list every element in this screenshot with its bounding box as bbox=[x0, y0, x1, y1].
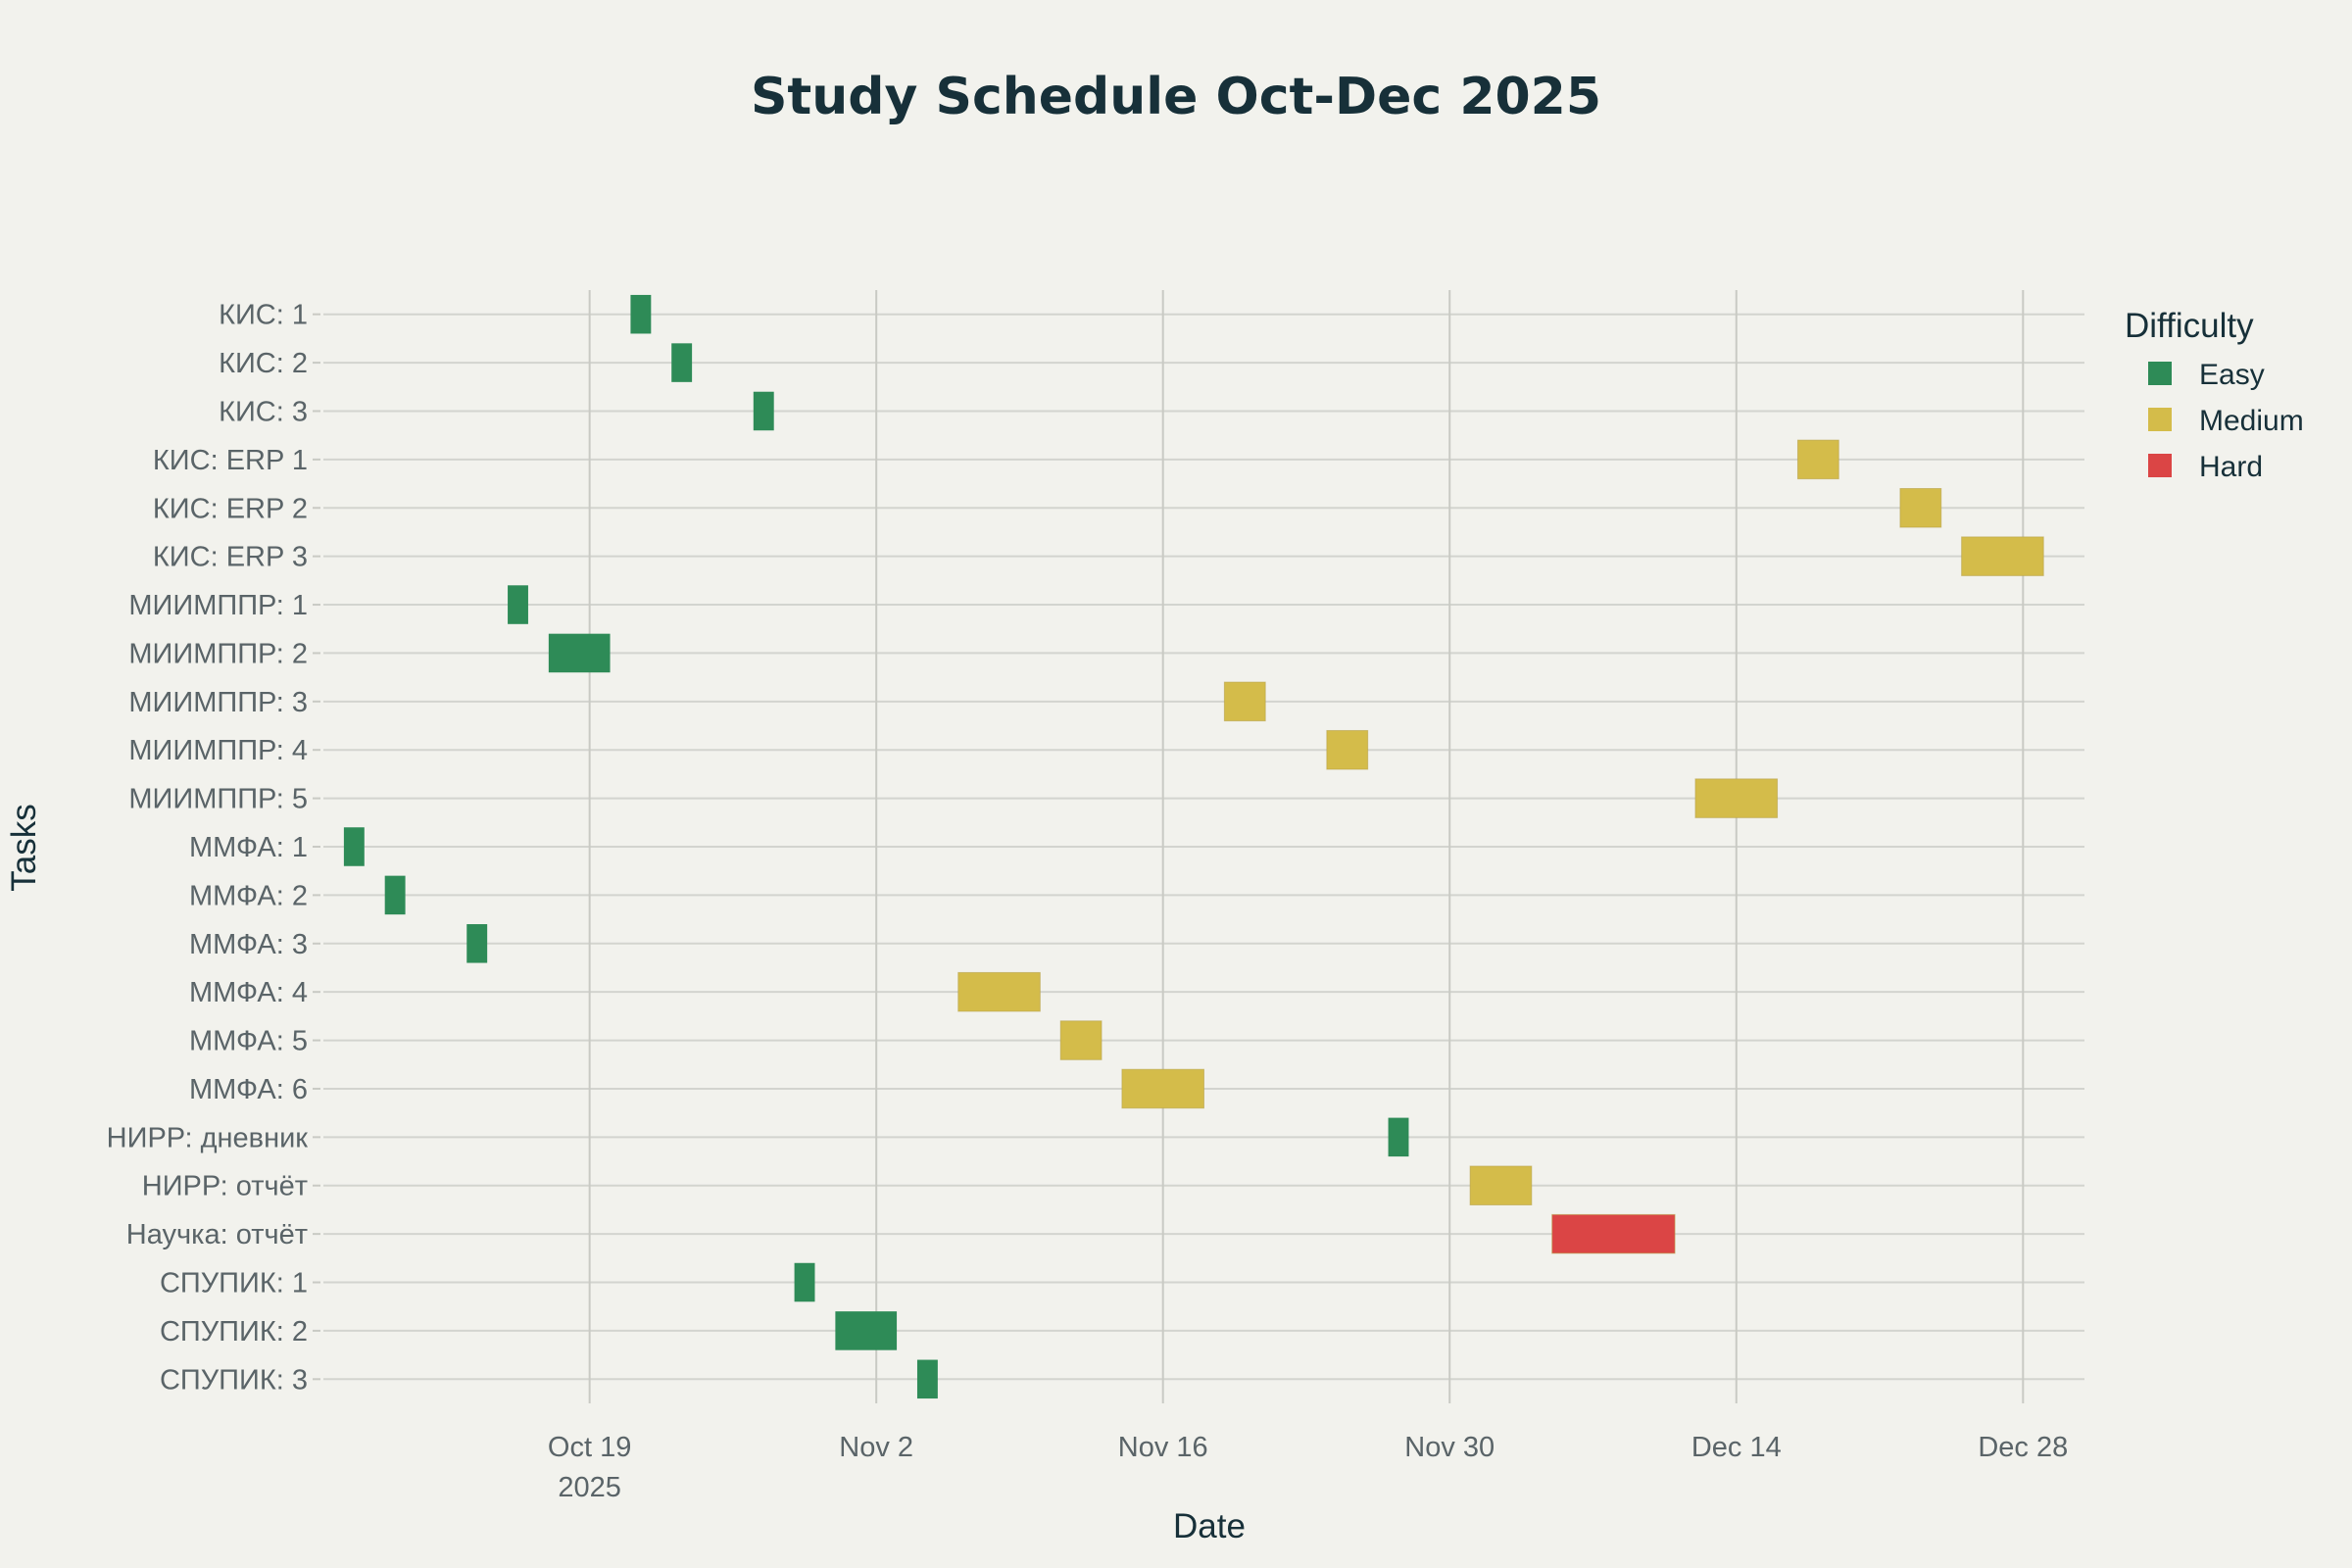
task-bar-easy[interactable] bbox=[916, 1359, 938, 1399]
legend: Difficulty Easy Medium Hard bbox=[2125, 307, 2304, 483]
y-axis-ticks: КИС: 1 КИС: 2 КИС: 3 КИС: ERP 1 КИС: ERP 2 КИ… bbox=[107, 300, 320, 1396]
y-tick-label: ММФА: 6 bbox=[189, 1074, 308, 1105]
task-bar-easy[interactable] bbox=[384, 875, 406, 915]
task-bar-easy[interactable] bbox=[466, 924, 488, 963]
y-tick-label: КИС: 2 bbox=[219, 348, 308, 379]
task-bar-medium[interactable] bbox=[957, 971, 1041, 1012]
task-bar-medium[interactable] bbox=[1121, 1068, 1204, 1109]
y-tick-label: КИС: 1 bbox=[219, 300, 308, 331]
x-tick-label: Oct 19 bbox=[548, 1432, 631, 1463]
legend-label-medium[interactable]: Medium bbox=[2199, 405, 2304, 437]
legend-swatch-hard bbox=[2148, 454, 2172, 477]
task-bar-easy[interactable] bbox=[343, 827, 365, 866]
y-tick-label: ММФА: 5 bbox=[189, 1026, 308, 1057]
chart-title: Study Schedule Oct-Dec 2025 bbox=[751, 68, 1601, 126]
task-bar-easy[interactable] bbox=[671, 343, 693, 382]
task-bar-medium[interactable] bbox=[1059, 1020, 1102, 1060]
task-bar-medium[interactable] bbox=[1326, 729, 1369, 770]
y-tick-label: НИРР: отчёт bbox=[142, 1171, 308, 1202]
y-tick-label: ММФА: 3 bbox=[189, 929, 308, 960]
legend-label-easy[interactable]: Easy bbox=[2199, 359, 2265, 391]
y-tick-label: МИИМППР: 5 bbox=[128, 784, 308, 815]
x-tick-label: Dec 14 bbox=[1691, 1432, 1782, 1463]
task-bar-hard[interactable] bbox=[1551, 1213, 1676, 1254]
y-tick-label: МИИМППР: 4 bbox=[128, 735, 308, 766]
legend-title: Difficulty bbox=[2125, 307, 2254, 345]
y-tick-label: МИИМППР: 2 bbox=[128, 638, 308, 669]
bars bbox=[343, 294, 2044, 1399]
task-bar-easy[interactable] bbox=[753, 391, 774, 431]
legend-swatch-medium bbox=[2148, 408, 2172, 431]
task-bar-easy[interactable] bbox=[548, 633, 611, 673]
y-tick-label: СПУПИК: 1 bbox=[160, 1268, 308, 1299]
task-bar-easy[interactable] bbox=[508, 585, 528, 624]
y-tick-label: ММФА: 4 bbox=[189, 977, 308, 1008]
y-tick-label: КИС: ERP 3 bbox=[153, 542, 308, 573]
legend-items: Easy Medium Hard bbox=[2148, 359, 2304, 483]
legend-swatch-easy bbox=[2148, 362, 2172, 385]
y-tick-label: МИИМППР: 1 bbox=[128, 590, 308, 621]
task-bar-easy[interactable] bbox=[835, 1311, 898, 1350]
task-bar-medium[interactable] bbox=[1469, 1165, 1533, 1205]
x-tick-year-label: 2025 bbox=[558, 1472, 621, 1503]
y-axis-title: Tasks bbox=[5, 804, 43, 891]
task-bar-medium[interactable] bbox=[1694, 778, 1779, 818]
y-tick-label: СПУПИК: 3 bbox=[160, 1364, 308, 1396]
y-tick-label: ММФА: 2 bbox=[189, 880, 308, 911]
x-tick-label: Nov 30 bbox=[1404, 1432, 1494, 1463]
x-tick-label: Nov 2 bbox=[839, 1432, 913, 1463]
y-tick-label: МИИМППР: 3 bbox=[128, 687, 308, 718]
x-axis-title: Date bbox=[1173, 1507, 1246, 1545]
task-bar-easy[interactable] bbox=[630, 294, 652, 334]
x-tick-label: Nov 16 bbox=[1118, 1432, 1208, 1463]
task-bar-easy[interactable] bbox=[1388, 1117, 1409, 1157]
y-tick-label: КИС: ERP 1 bbox=[153, 445, 308, 476]
task-bar-medium[interactable] bbox=[1899, 488, 1942, 528]
y-tick-label: НИРР: дневник bbox=[107, 1122, 309, 1153]
y-tick-label: КИС: 3 bbox=[219, 396, 308, 427]
y-tick-label: Научка: отчёт bbox=[126, 1219, 308, 1250]
x-axis-ticks: Oct 19 2025 Nov 2 Nov 16 Nov 30 Dec 14 Dec 28 bbox=[548, 1432, 2068, 1503]
task-bar-medium[interactable] bbox=[1796, 439, 1839, 480]
y-tick-label: КИС: ERP 2 bbox=[153, 493, 308, 524]
legend-label-hard[interactable]: Hard bbox=[2199, 451, 2263, 483]
x-tick-label: Dec 28 bbox=[1978, 1432, 2068, 1463]
grid bbox=[323, 290, 2084, 1403]
task-bar-medium[interactable] bbox=[1223, 681, 1266, 722]
y-tick-label: СПУПИК: 2 bbox=[160, 1316, 308, 1348]
task-bar-medium[interactable] bbox=[1961, 536, 2044, 576]
task-bar-easy[interactable] bbox=[794, 1262, 815, 1302]
y-tick-label: ММФА: 1 bbox=[189, 832, 308, 863]
